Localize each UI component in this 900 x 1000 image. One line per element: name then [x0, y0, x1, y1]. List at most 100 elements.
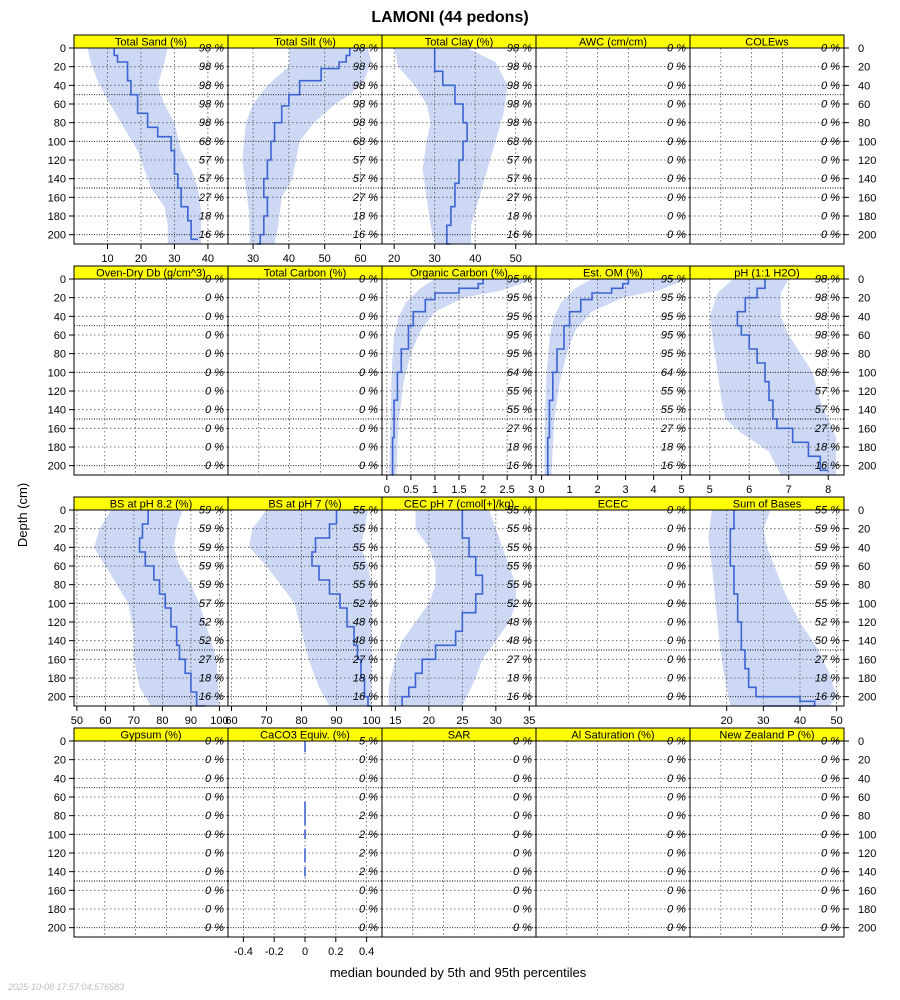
- pct-label: 59 %: [199, 561, 224, 573]
- x-tick-label: 40: [202, 253, 214, 265]
- pct-label: 0 %: [513, 754, 532, 766]
- x-tick-label: 50: [319, 253, 331, 265]
- x-tick-label: 60: [225, 715, 237, 727]
- timestamp-label: 2025-10-08 17:57:04.576583: [7, 982, 124, 992]
- pct-label: 0 %: [359, 460, 378, 472]
- percentile-band: [249, 510, 372, 706]
- panel-title: BS at pH 7 (%): [268, 499, 341, 511]
- x-tick-label: 60: [354, 253, 366, 265]
- depth-tick-label: 160: [48, 423, 66, 435]
- depth-tick-label: 180: [48, 904, 66, 916]
- pct-label: 0 %: [667, 229, 686, 241]
- pct-label: 0 %: [667, 866, 686, 878]
- depth-tick-label: 0: [60, 736, 66, 748]
- pct-label: 0 %: [821, 904, 840, 916]
- depth-tick-label: 20: [858, 524, 870, 536]
- pct-label: 0 %: [359, 423, 378, 435]
- pct-label: 0 %: [359, 885, 378, 897]
- x-tick-label: 100: [210, 715, 228, 727]
- depth-tick-label: 60: [54, 561, 66, 573]
- panel-title: ECEC: [598, 499, 629, 511]
- depth-tick-label: 60: [858, 330, 870, 342]
- pct-label: 0 %: [359, 442, 378, 454]
- pct-label: 0 %: [667, 617, 686, 629]
- pct-label: 27 %: [814, 423, 840, 435]
- x-tick-label: 3: [528, 484, 534, 496]
- median-line: [391, 279, 484, 476]
- x-tick-label: 20: [388, 253, 400, 265]
- pct-label: 0 %: [513, 792, 532, 804]
- depth-tick-label: 120: [48, 155, 66, 167]
- pct-label: 0 %: [821, 80, 840, 92]
- depth-tick-label: 160: [858, 423, 876, 435]
- panel: Al Saturation (%) 0 % 0 % 0 % 0 % 0 % 0 % 0 % 0 …: [535, 727, 691, 938]
- pct-label: 0 %: [821, 885, 840, 897]
- x-tick-label: 50: [510, 253, 522, 265]
- pct-label: 0 %: [821, 99, 840, 111]
- depth-tick-label: 100: [48, 136, 66, 148]
- pct-label: 98 %: [815, 330, 840, 342]
- pct-label: 95 %: [507, 348, 532, 360]
- pct-label: 2 %: [358, 810, 378, 822]
- x-axis-label: median bounded by 5th and 95th percentil…: [330, 965, 587, 980]
- x-tick-label: -0.4: [234, 946, 253, 958]
- x-tick-label: 5: [707, 484, 713, 496]
- pct-label: 0 %: [205, 810, 224, 822]
- depth-tick-label: 20: [858, 755, 870, 767]
- depth-tick-label: 160: [858, 654, 876, 666]
- depth-tick-label: 100: [858, 829, 876, 841]
- x-tick-label: 2: [480, 484, 486, 496]
- pct-label: 57 %: [507, 173, 532, 185]
- depth-tick-label: 0: [858, 736, 864, 748]
- percentile-band: [242, 48, 372, 244]
- pct-label: 0 %: [359, 754, 378, 766]
- panel: pH (1:1 H2O) 98 %98 %98 %98 %98 %68 %57 %…: [689, 265, 876, 496]
- pct-label: 18 %: [353, 211, 378, 223]
- pct-label: 0 %: [821, 173, 840, 185]
- depth-tick-label: 80: [54, 118, 66, 130]
- pct-label: 0 %: [667, 810, 686, 822]
- pct-label: 16 %: [661, 460, 686, 472]
- pct-label: 48 %: [353, 617, 378, 629]
- x-tick-label: 15: [389, 715, 401, 727]
- pct-label: 0 %: [359, 904, 378, 916]
- depth-tick-label: 140: [858, 867, 876, 879]
- depth-tick-label: 100: [858, 367, 876, 379]
- depth-tick-label: 200: [48, 230, 66, 242]
- panel-title: CaCO3 Equiv. (%): [260, 730, 350, 742]
- x-tick-label: 0: [384, 484, 390, 496]
- depth-tick-label: 80: [54, 580, 66, 592]
- pct-label: 52 %: [199, 617, 224, 629]
- depth-tick-label: 100: [858, 136, 876, 148]
- depth-tick-label: 20: [54, 293, 66, 305]
- depth-tick-label: 60: [54, 792, 66, 804]
- pct-label: 27 %: [198, 192, 224, 204]
- depth-tick-label: 80: [858, 349, 870, 361]
- panel-title: Organic Carbon (%): [410, 268, 508, 280]
- x-tick-label: 30: [757, 715, 769, 727]
- x-tick-label: 20: [423, 715, 435, 727]
- depth-tick-label: 200: [48, 692, 66, 704]
- pct-label: 0 %: [205, 311, 224, 323]
- pct-label: 0 %: [667, 173, 686, 185]
- depth-tick-label: 120: [858, 155, 876, 167]
- x-tick-label: 1: [567, 484, 573, 496]
- pct-label: 59 %: [815, 561, 840, 573]
- pct-label: 95 %: [661, 348, 686, 360]
- depth-tick-label: 160: [48, 654, 66, 666]
- pct-label: 57 %: [199, 598, 224, 610]
- x-tick-label: -0.2: [265, 946, 284, 958]
- panel-title: Total Silt (%): [274, 37, 336, 49]
- pct-label: 0 %: [205, 829, 224, 841]
- depth-tick-label: 140: [48, 867, 66, 879]
- pct-label: 0 %: [513, 829, 532, 841]
- x-tick-label: 60: [99, 715, 111, 727]
- pct-label: 98 %: [507, 80, 532, 92]
- panel: BS at pH 7 (%) 55 %55 %55 %55 %55 %52 %48…: [225, 496, 383, 727]
- panel: Gypsum (%) 0 % 0 % 0 % 0 % 0 % 0 % 0 % 0 % 0 % 0 %…: [48, 727, 229, 938]
- pct-label: 27 %: [198, 654, 224, 666]
- pct-label: 16 %: [507, 460, 532, 472]
- depth-tick-label: 100: [48, 598, 66, 610]
- pct-label: 0 %: [667, 579, 686, 591]
- pct-label: 52 %: [353, 598, 378, 610]
